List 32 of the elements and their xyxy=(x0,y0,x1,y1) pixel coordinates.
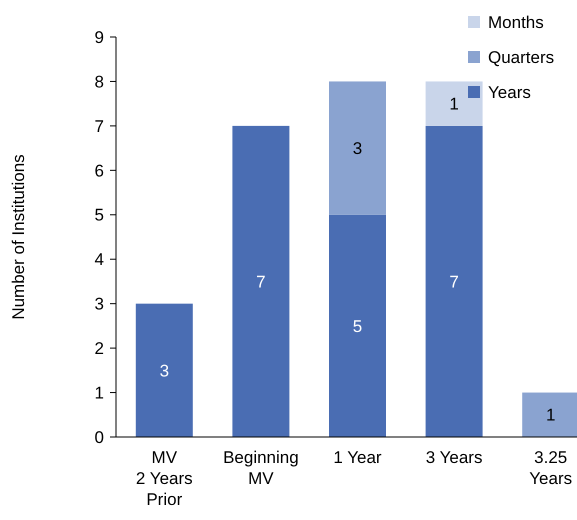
y-tick-label: 8 xyxy=(94,72,104,92)
x-tick-label: MV 2 Years Prior xyxy=(136,448,193,509)
x-tick-label: 1 Year xyxy=(333,448,382,467)
legend-label: Years xyxy=(488,82,531,102)
y-tick-label: 4 xyxy=(94,250,104,270)
y-tick-label: 6 xyxy=(94,161,104,180)
bar xyxy=(426,81,483,126)
legend-label: Months xyxy=(488,12,544,32)
data-label: 7 xyxy=(256,272,266,292)
bar xyxy=(136,304,193,437)
x-tick-label: 3.25 Years xyxy=(529,448,572,488)
y-tick-label: 3 xyxy=(94,294,104,314)
x-tick-label: Beginning MV xyxy=(223,448,299,488)
data-label: 1 xyxy=(449,94,459,114)
data-label: 7 xyxy=(449,272,459,292)
y-tick-label: 0 xyxy=(94,428,104,447)
y-tick-label: 5 xyxy=(94,206,104,225)
y-tick-label: 7 xyxy=(94,116,104,136)
data-label: 5 xyxy=(352,316,362,336)
legend-label: Quarters xyxy=(488,48,554,67)
y-tick-label: 2 xyxy=(94,339,104,358)
bar xyxy=(232,126,290,437)
bar xyxy=(329,214,386,437)
y-axis-title: Number of Institutions xyxy=(9,154,28,320)
y-tick-label: 1 xyxy=(94,384,104,403)
data-label: 1 xyxy=(546,406,556,425)
data-label: 3 xyxy=(352,139,362,158)
data-label: 3 xyxy=(160,361,170,380)
bar xyxy=(426,126,483,437)
x-tick-label: 3 Years xyxy=(426,448,482,467)
bar xyxy=(329,81,386,215)
y-tick-label: 9 xyxy=(94,28,104,47)
